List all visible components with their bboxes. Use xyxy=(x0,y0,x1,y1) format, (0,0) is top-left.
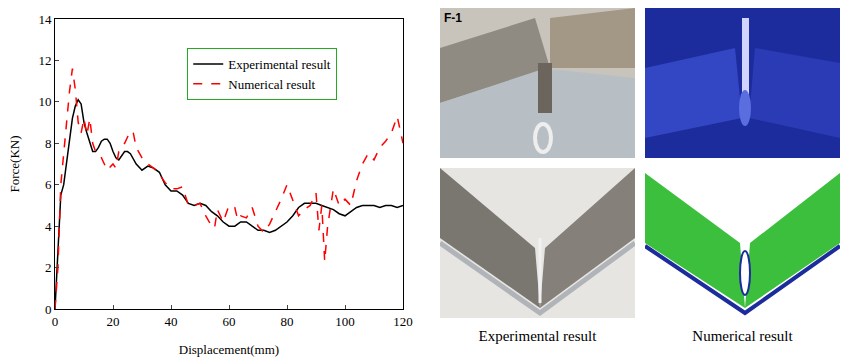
svg-text:60: 60 xyxy=(223,314,236,329)
svg-text:10: 10 xyxy=(38,94,51,109)
html-text:Numerical result: Numerical result xyxy=(692,328,793,344)
svg-text:2: 2 xyxy=(45,260,52,275)
svg-text:0: 0 xyxy=(52,314,59,329)
svg-text:80: 80 xyxy=(281,314,294,329)
svg-text:4: 4 xyxy=(45,219,52,234)
svg-text:12: 12 xyxy=(38,53,51,68)
svg-text:Experimental result: Experimental result xyxy=(228,57,331,72)
svg-text:F-1: F-1 xyxy=(444,11,462,25)
svg-text:20: 20 xyxy=(107,314,120,329)
svg-text:Numerical result: Numerical result xyxy=(228,77,315,92)
html-text:Experimental result: Experimental result xyxy=(478,328,597,344)
svg-text:40: 40 xyxy=(165,314,178,329)
svg-text:8: 8 xyxy=(45,136,52,151)
svg-text:Force(KN): Force(KN) xyxy=(7,135,22,192)
svg-text:14: 14 xyxy=(38,12,52,27)
svg-text:120: 120 xyxy=(393,314,413,329)
svg-text:0: 0 xyxy=(45,302,52,317)
svg-text:100: 100 xyxy=(335,314,355,329)
svg-text:Displacement(mm): Displacement(mm) xyxy=(179,342,279,357)
svg-text:6: 6 xyxy=(45,177,52,192)
